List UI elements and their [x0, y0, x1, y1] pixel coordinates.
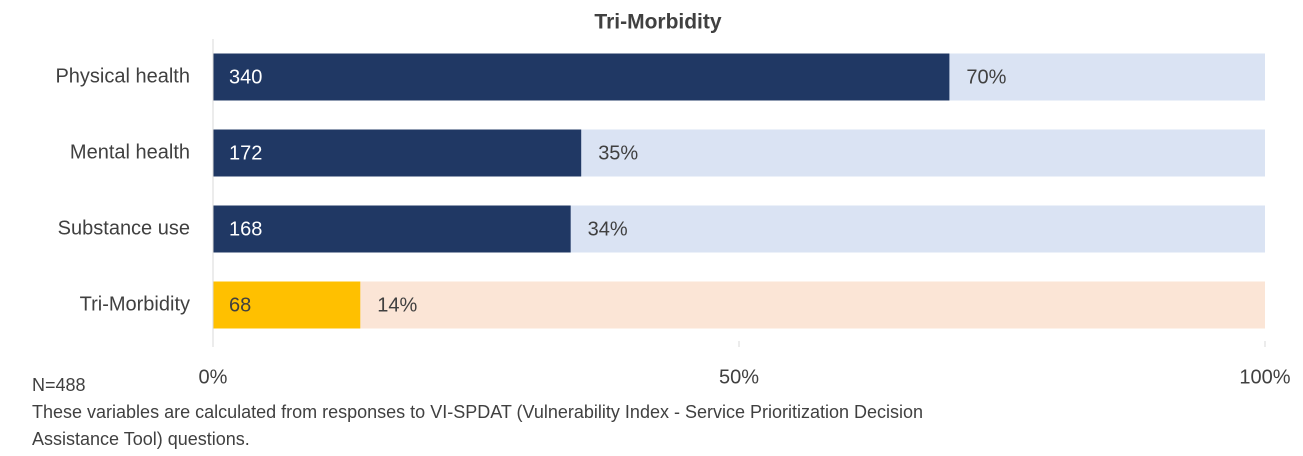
value-label: 14% — [377, 294, 417, 316]
note: These variables are calculated from resp… — [32, 402, 923, 422]
bar — [213, 129, 582, 177]
note: Assistance Tool) questions. — [32, 429, 250, 449]
count-label: 340 — [229, 66, 262, 88]
value-label: 70% — [966, 66, 1006, 88]
y-tick-label: Physical health — [55, 65, 190, 87]
y-tick-label: Mental health — [70, 141, 190, 163]
count-label: 168 — [229, 218, 262, 240]
bar — [213, 281, 361, 329]
chart-title: Tri-Morbidity — [594, 11, 721, 34]
x-tick-label: 50% — [719, 366, 759, 388]
count-label: 172 — [229, 142, 262, 164]
bar — [213, 53, 950, 101]
x-tick-label: 100% — [1239, 366, 1290, 388]
y-tick-label: Substance use — [58, 217, 190, 239]
note: N=488 — [32, 375, 86, 395]
value-label: 34% — [588, 218, 628, 240]
y-tick-label: Tri-Morbidity — [80, 293, 190, 315]
value-label: 35% — [598, 142, 638, 164]
x-tick-label: 0% — [199, 366, 228, 388]
bar — [213, 205, 571, 253]
bar-track — [213, 281, 1265, 329]
count-label: 68 — [229, 294, 251, 316]
